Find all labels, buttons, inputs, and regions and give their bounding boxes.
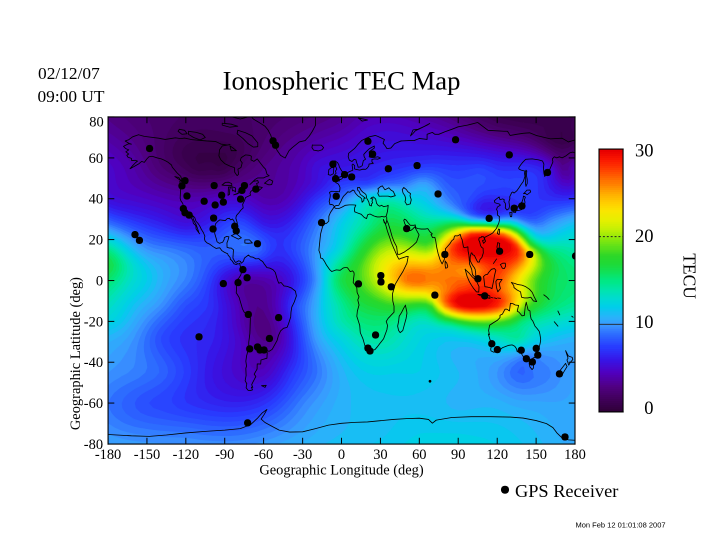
svg-text:-40: -40 xyxy=(84,355,103,371)
svg-text:20: 20 xyxy=(89,233,103,249)
svg-text:02/12/07: 02/12/07 xyxy=(38,64,100,83)
svg-text:180: 180 xyxy=(564,447,586,463)
svg-text:-150: -150 xyxy=(134,447,160,463)
svg-text:-60: -60 xyxy=(84,396,103,412)
svg-text:-20: -20 xyxy=(84,314,103,330)
svg-text:-30: -30 xyxy=(293,447,312,463)
svg-text:30: 30 xyxy=(635,140,653,160)
svg-text:60: 60 xyxy=(412,447,426,463)
svg-text:150: 150 xyxy=(525,447,547,463)
svg-text:TECU: TECU xyxy=(680,253,700,299)
svg-text:-60: -60 xyxy=(254,447,273,463)
svg-text:Mon Feb 12 01:01:08 2007: Mon Feb 12 01:01:08 2007 xyxy=(575,520,665,529)
svg-text:09:00 UT: 09:00 UT xyxy=(38,87,105,106)
svg-text:-80: -80 xyxy=(84,437,103,453)
svg-text:10: 10 xyxy=(635,312,653,332)
svg-text:60: 60 xyxy=(89,151,103,167)
svg-text:-180: -180 xyxy=(95,447,121,463)
svg-text:GPS Receiver: GPS Receiver xyxy=(515,481,618,501)
svg-text:120: 120 xyxy=(486,447,508,463)
svg-text:20: 20 xyxy=(635,226,653,246)
svg-text:Geographic Latitude (deg): Geographic Latitude (deg) xyxy=(68,277,84,430)
svg-text:0: 0 xyxy=(338,447,345,463)
svg-text:90: 90 xyxy=(451,447,465,463)
svg-text:0: 0 xyxy=(644,398,653,418)
svg-text:-120: -120 xyxy=(173,447,199,463)
svg-text:30: 30 xyxy=(373,447,387,463)
svg-text:-90: -90 xyxy=(215,447,234,463)
svg-text:Geographic Longitude (deg): Geographic Longitude (deg) xyxy=(259,462,424,478)
svg-text:0: 0 xyxy=(96,274,103,290)
svg-text:80: 80 xyxy=(89,114,103,130)
svg-text:40: 40 xyxy=(89,192,103,208)
svg-text:Ionospheric TEC Map: Ionospheric TEC Map xyxy=(223,65,461,95)
